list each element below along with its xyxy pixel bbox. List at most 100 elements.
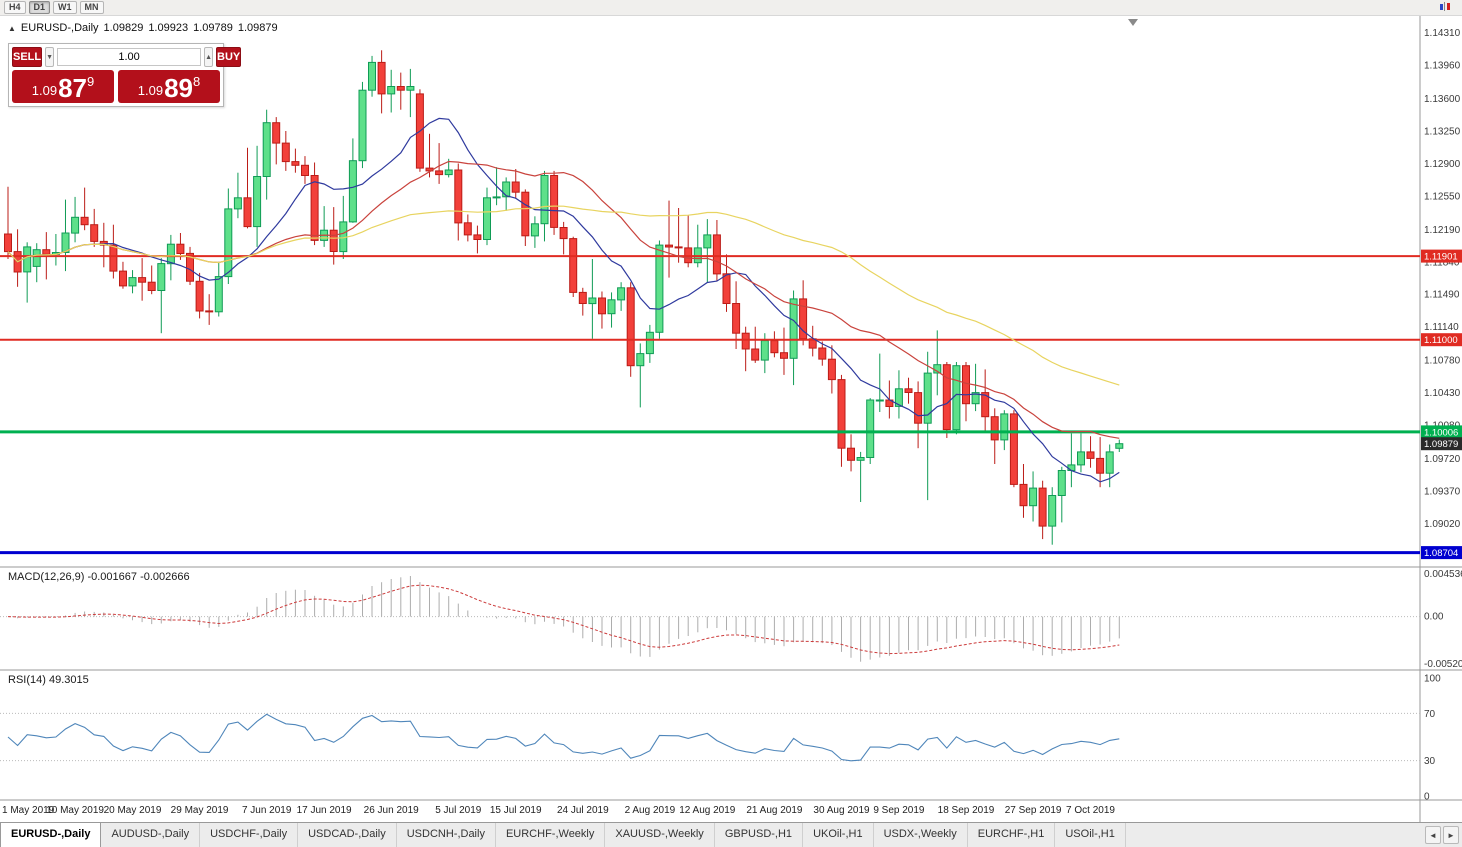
- svg-text:1.12190: 1.12190: [1424, 225, 1461, 236]
- timeframe-toolbar: H4 D1 W1 MN: [0, 0, 1462, 16]
- chart-tab-eurusd-daily[interactable]: EURUSD-,Daily: [0, 823, 102, 847]
- buy-price-main: 89: [164, 73, 193, 104]
- svg-text:7 Jun 2019: 7 Jun 2019: [242, 805, 292, 816]
- svg-text:0.004536: 0.004536: [1424, 569, 1462, 580]
- macd-title: MACD(12,26,9) -0.001667 -0.002666: [8, 571, 190, 583]
- sell-button[interactable]: SELL: [12, 47, 43, 67]
- chart-symbol-icon: ▲: [8, 23, 16, 33]
- chart-tabs-bar: EURUSD-,Daily AUDUSD-,Daily USDCHF-,Daily U…: [0, 822, 1462, 847]
- svg-text:1.12900: 1.12900: [1424, 159, 1461, 170]
- svg-text:1.11840: 1.11840: [1424, 257, 1460, 268]
- chart-tab-xauusd-weekly[interactable]: XAUUSD-,Weekly: [605, 823, 715, 847]
- svg-text:1.09370: 1.09370: [1424, 486, 1461, 497]
- chart-tab-usdchf-daily[interactable]: USDCHF-,Daily: [200, 823, 299, 847]
- svg-text:17 Jun 2019: 17 Jun 2019: [297, 805, 352, 816]
- buy-button[interactable]: BUY: [216, 47, 242, 67]
- chart-tab-gbpusd-h1[interactable]: GBPUSD-,H1: [715, 823, 804, 847]
- chart-tab-audusd-daily[interactable]: AUDUSD-,Daily: [101, 823, 201, 847]
- timeframe-button-w1[interactable]: W1: [53, 1, 77, 14]
- svg-text:1.10430: 1.10430: [1424, 388, 1461, 399]
- chart-tab-usdx-weekly[interactable]: USDX-,Weekly: [874, 823, 968, 847]
- trade-panel-prices: 1.09 87 9 1.09 89 8: [12, 70, 220, 103]
- rsi-pane: 100 70 30 0 RSI(14) 49.3015: [0, 674, 1441, 803]
- svg-text:7 Oct 2019: 7 Oct 2019: [1066, 805, 1115, 816]
- svg-text:0: 0: [1424, 792, 1430, 803]
- svg-text:1 May 2019: 1 May 2019: [2, 805, 55, 816]
- volume-decrease-button[interactable]: ▼: [45, 47, 55, 67]
- svg-text:10 May 2019: 10 May 2019: [46, 805, 104, 816]
- svg-text:1.10006: 1.10006: [1424, 427, 1458, 438]
- svg-text:1.12550: 1.12550: [1424, 191, 1461, 202]
- trade-panel-controls: SELL ▼ ▲ BUY: [12, 47, 242, 67]
- svg-text:1.11000: 1.11000: [1424, 335, 1458, 346]
- volume-increase-button[interactable]: ▲: [204, 47, 213, 67]
- svg-text:1.11490: 1.11490: [1424, 290, 1460, 301]
- buy-price-prefix: 1.09: [137, 83, 164, 98]
- sell-price-main: 87: [58, 73, 87, 104]
- sell-price-pip: 9: [87, 74, 95, 89]
- chart-area: 1.14310 1.13960 1.13600 1.13250 1.12900 1.125…: [0, 16, 1462, 822]
- timeframe-button-mn[interactable]: MN: [79, 1, 104, 14]
- chart-symbol-label: EURUSD-,Daily: [20, 22, 99, 34]
- buy-price-pip: 8: [193, 74, 201, 89]
- volume-input[interactable]: [57, 48, 202, 66]
- tabs-scroll-left-button[interactable]: ◄: [1425, 826, 1441, 844]
- svg-text:9 Sep 2019: 9 Sep 2019: [873, 805, 925, 816]
- chart-tab-usdcnh-daily[interactable]: USDCNH-,Daily: [397, 823, 496, 847]
- svg-text:20 May 2019: 20 May 2019: [104, 805, 162, 816]
- chart-shift-marker: [1128, 19, 1138, 26]
- price-badges: 1.11901 1.11000 1.10006 1.08704 1.09879: [1421, 249, 1462, 560]
- svg-text:1.08704: 1.08704: [1424, 548, 1458, 559]
- tab-scroll-controls: ◄ ►: [1425, 823, 1462, 847]
- svg-text:100: 100: [1424, 674, 1441, 685]
- ohlc-open: 1.09829: [103, 22, 144, 34]
- sell-price-prefix: 1.09: [31, 83, 58, 98]
- sell-price-display[interactable]: 1.09 87 9: [12, 70, 114, 103]
- chart-tab-usdcad-daily[interactable]: USDCAD-,Daily: [298, 823, 397, 847]
- svg-text:1.13960: 1.13960: [1424, 61, 1461, 72]
- price-axis: 1.14310 1.13960 1.13600 1.13250 1.12900 1.125…: [1424, 28, 1461, 530]
- svg-text:1.11140: 1.11140: [1424, 322, 1459, 333]
- chart-tab-usoil-h1[interactable]: USOil-,H1: [1055, 823, 1126, 847]
- pane-separators: [0, 16, 1462, 822]
- buy-price-display[interactable]: 1.09 89 8: [118, 70, 220, 103]
- svg-text:12 Aug 2019: 12 Aug 2019: [679, 805, 736, 816]
- svg-text:1.09879: 1.09879: [1424, 439, 1458, 450]
- svg-text:-0.005205: -0.005205: [1424, 659, 1462, 670]
- price-chart-canvas[interactable]: 1.14310 1.13960 1.13600 1.13250 1.12900 1.125…: [0, 16, 1462, 822]
- svg-text:70: 70: [1424, 709, 1436, 720]
- moving-averages: [7, 117, 1120, 483]
- svg-text:1.14310: 1.14310: [1424, 28, 1461, 39]
- svg-text:27 Sep 2019: 27 Sep 2019: [1005, 805, 1062, 816]
- mini-chart-icon[interactable]: [1439, 0, 1452, 17]
- ohlc-high: 1.09923: [148, 22, 189, 34]
- svg-text:1.10780: 1.10780: [1424, 356, 1461, 367]
- svg-text:1.13600: 1.13600: [1424, 94, 1461, 105]
- tabs-scroll-right-button[interactable]: ►: [1443, 826, 1459, 844]
- chart-tabs: EURUSD-,Daily AUDUSD-,Daily USDCHF-,Daily U…: [0, 823, 1126, 847]
- rsi-title: RSI(14) 49.3015: [8, 674, 89, 686]
- svg-text:18 Sep 2019: 18 Sep 2019: [938, 805, 995, 816]
- svg-text:5 Jul 2019: 5 Jul 2019: [435, 805, 482, 816]
- svg-text:30 Aug 2019: 30 Aug 2019: [813, 805, 870, 816]
- svg-text:2 Aug 2019: 2 Aug 2019: [625, 805, 676, 816]
- arrow-left-icon: ◄: [1429, 830, 1437, 840]
- chart-tab-eurchf-h1[interactable]: EURCHF-,H1: [968, 823, 1056, 847]
- chart-tab-ukoil-h1[interactable]: UKOil-,H1: [803, 823, 874, 847]
- ohlc-close: 1.09879: [237, 22, 278, 34]
- chevron-up-icon: ▲: [205, 53, 212, 61]
- timeframe-button-d1[interactable]: D1: [28, 1, 51, 14]
- arrow-right-icon: ►: [1447, 830, 1455, 840]
- horizontal-lines: [0, 255, 1420, 555]
- svg-text:1.09020: 1.09020: [1424, 519, 1461, 530]
- timeframe-button-h4[interactable]: H4: [4, 1, 26, 14]
- chart-tab-eurchf-weekly[interactable]: EURCHF-,Weekly: [496, 823, 606, 847]
- svg-text:24 Jul 2019: 24 Jul 2019: [557, 805, 609, 816]
- svg-text:15 Jul 2019: 15 Jul 2019: [490, 805, 542, 816]
- svg-text:30: 30: [1424, 756, 1436, 767]
- chevron-down-icon: ▼: [46, 53, 54, 61]
- chart-header: ▲ EURUSD-,Daily 1.09829 1.09923 1.09789 …: [8, 22, 278, 34]
